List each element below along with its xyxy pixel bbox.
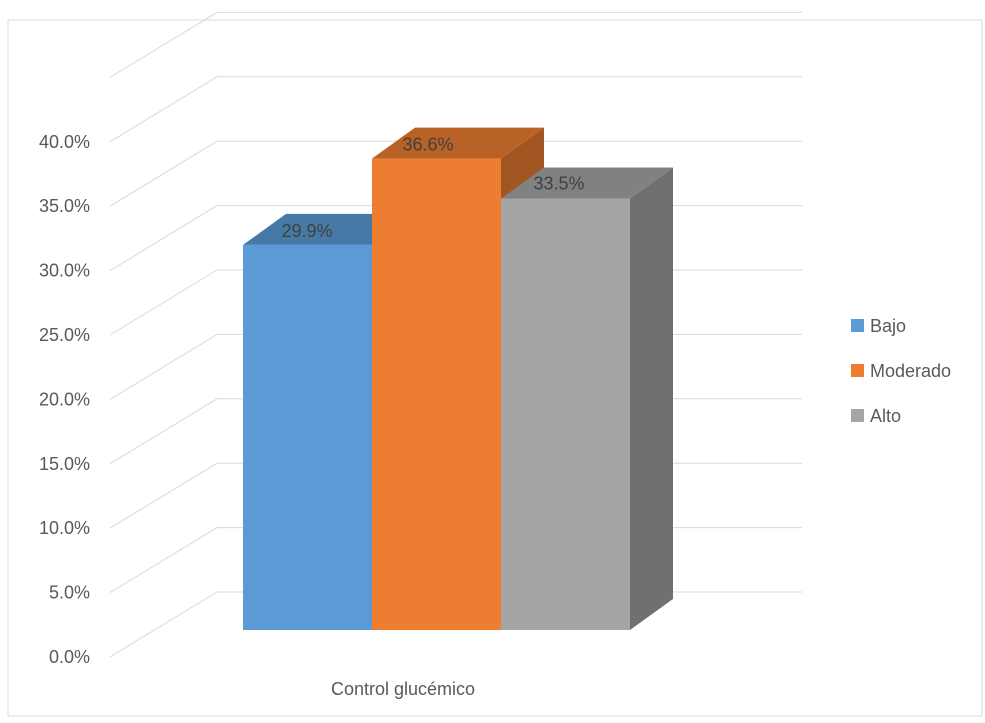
bar-side: [630, 167, 673, 630]
y-tick-label: 40.0%: [39, 132, 90, 152]
data-label-alto: 33.5%: [533, 174, 584, 194]
data-label-bajo: 29.9%: [281, 221, 332, 241]
legend-swatch: [851, 319, 864, 332]
y-tick-label: 30.0%: [39, 261, 90, 281]
y-tick-label: 10.0%: [39, 518, 90, 538]
x-category-label: Control glucémico: [331, 679, 475, 699]
gridline-diagonal: [109, 140, 218, 207]
legend-label: Alto: [870, 406, 901, 426]
x-axis-category-labels: Control glucémico: [331, 679, 475, 699]
y-tick-label: 20.0%: [39, 389, 90, 409]
bar-front: [243, 244, 372, 630]
bar-front: [501, 198, 630, 630]
legend: Bajo Moderado Alto: [851, 316, 951, 426]
gridline-diagonal: [109, 76, 218, 143]
bar-front: [372, 158, 501, 631]
data-label-moderado: 36.6%: [402, 135, 453, 155]
gridline-diagonal: [109, 462, 218, 529]
gridline-diagonal: [109, 269, 218, 336]
gridline-diagonal: [109, 205, 218, 272]
y-tick-label: 5.0%: [49, 583, 90, 603]
bar-top: [372, 127, 544, 159]
legend-label: Bajo: [870, 316, 906, 336]
gridline-diagonal: [109, 398, 218, 465]
gridline-diagonal: [109, 527, 218, 594]
legend-swatch: [851, 364, 864, 377]
gridline-diagonal: [109, 11, 218, 78]
data-labels: 29.9% 36.6% 33.5%: [281, 135, 584, 241]
bar-top: [501, 167, 673, 199]
legend-swatch: [851, 409, 864, 422]
y-tick-label: 25.0%: [39, 325, 90, 345]
y-tick-label: 0.0%: [49, 647, 90, 667]
legend-item-alto: Alto: [851, 406, 901, 426]
legend-label: Moderado: [870, 361, 951, 381]
bar-alto: [501, 167, 673, 630]
y-tick-label: 15.0%: [39, 454, 90, 474]
gridline-diagonal: [109, 591, 218, 658]
y-tick-label: 35.0%: [39, 196, 90, 216]
legend-item-moderado: Moderado: [851, 361, 951, 381]
legend-item-bajo: Bajo: [851, 316, 906, 336]
y-axis-tick-labels: 0.0% 5.0% 10.0% 15.0% 20.0% 25.0% 30.0% 35.0% 40…: [39, 132, 90, 667]
gridline-diagonal: [109, 333, 218, 400]
bars: [243, 127, 673, 631]
